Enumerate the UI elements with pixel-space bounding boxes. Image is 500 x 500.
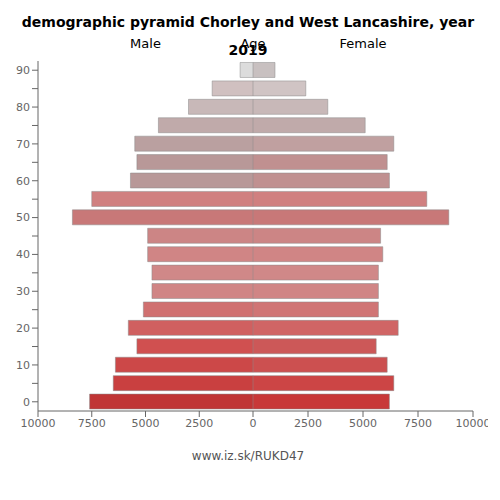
svg-text:0: 0 (250, 417, 254, 430)
svg-text:40: 40 (16, 248, 30, 261)
svg-text:20: 20 (16, 322, 30, 335)
html-text:Age: Age (240, 36, 266, 51)
svg-text:30: 30 (16, 285, 30, 298)
svg-text:10000: 10000 (21, 417, 56, 430)
svg-text:5000: 5000 (349, 417, 377, 430)
svg-text:10: 10 (16, 359, 30, 372)
html-text:Female: Female (339, 36, 387, 51)
svg-text:5000: 5000 (132, 417, 160, 430)
svg-text:10000: 10000 (456, 417, 489, 430)
html-text:www.iz.sk/RUKD47: www.iz.sk/RUKD47 (191, 449, 305, 463)
html-text:demographic pyramid Chorley an: demographic pyramid Chorley and West Lan… (21, 14, 475, 58)
html-text:Male: Male (130, 36, 161, 51)
svg-text:90: 90 (16, 64, 30, 77)
svg-text:2500: 2500 (294, 417, 322, 430)
svg-text:0: 0 (23, 396, 30, 409)
svg-text:60: 60 (16, 175, 30, 188)
svg-text:7500: 7500 (78, 417, 106, 430)
svg-text:70: 70 (16, 138, 30, 151)
svg-text:80: 80 (16, 101, 30, 114)
svg-text:2500: 2500 (185, 417, 213, 430)
svg-text:50: 50 (16, 211, 30, 224)
svg-text:0: 0 (253, 417, 257, 430)
svg-text:7500: 7500 (404, 417, 432, 430)
